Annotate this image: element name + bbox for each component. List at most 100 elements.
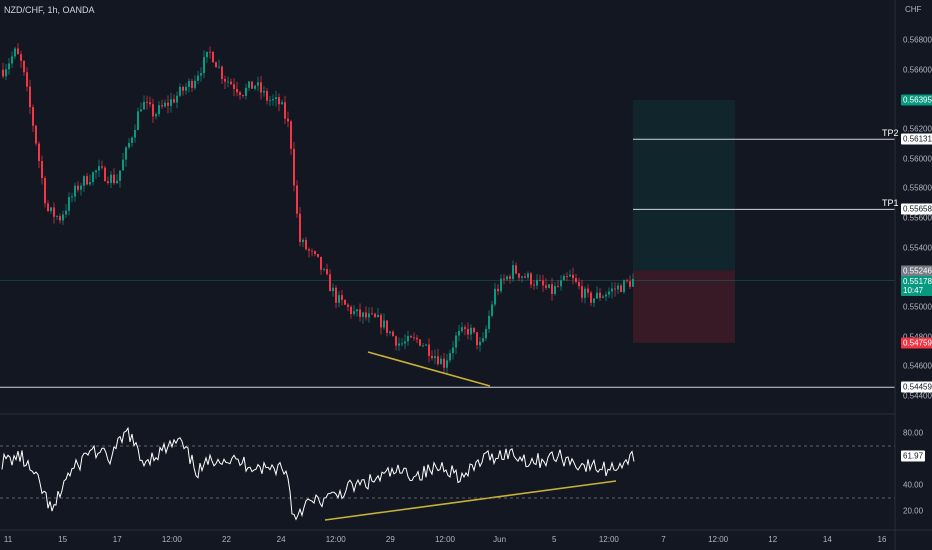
- candle-body: [128, 142, 130, 148]
- candle-body: [95, 170, 97, 173]
- price-tick-label: 0.56600: [903, 65, 932, 75]
- candle-body: [26, 72, 28, 87]
- candle-body: [311, 250, 313, 252]
- candle-body: [5, 69, 7, 77]
- candle-body: [557, 286, 559, 287]
- candle-body: [236, 88, 238, 93]
- rsi-trendline: [324, 480, 617, 521]
- candle-body: [29, 86, 31, 108]
- price-tick-label: 0.55000: [903, 302, 932, 312]
- candle-body: [437, 356, 439, 365]
- candle-body: [239, 92, 241, 96]
- candle-body: [197, 75, 199, 81]
- candle-body: [629, 281, 631, 287]
- candles: [2, 43, 634, 374]
- candle-body: [410, 336, 412, 338]
- candle-body: [395, 336, 397, 346]
- candle-body: [308, 249, 310, 251]
- candle-body: [170, 99, 172, 106]
- candle-body: [77, 185, 79, 190]
- candle-body: [581, 286, 583, 298]
- tp2-price-tag: 0.56131: [901, 133, 932, 145]
- candle-body: [503, 278, 505, 280]
- candle-body: [269, 100, 271, 102]
- candle-body: [407, 336, 409, 342]
- candle-body: [584, 288, 586, 298]
- candle-body: [479, 341, 481, 346]
- candle-body: [533, 284, 535, 286]
- price-tick-label: 0.54400: [903, 391, 932, 401]
- time-tick-label: 29: [385, 535, 395, 544]
- time-tick-label: 12: [768, 535, 778, 544]
- candle-body: [476, 332, 478, 346]
- candle-body: [362, 312, 364, 317]
- candle-body: [212, 51, 214, 63]
- candle-body: [185, 86, 187, 91]
- candle-body: [257, 82, 259, 86]
- candle-body: [344, 299, 346, 305]
- candle-body: [290, 121, 292, 149]
- candle-body: [431, 355, 433, 359]
- bar-countdown: 10:47: [903, 285, 924, 295]
- candle-body: [260, 82, 262, 93]
- stop-loss-zone: [633, 270, 735, 343]
- candle-body: [611, 288, 613, 292]
- candle-body: [554, 286, 556, 295]
- entry-price-tag: 0.55246: [901, 265, 932, 276]
- candle-body: [74, 185, 76, 197]
- candle-body: [632, 278, 634, 287]
- candle-body: [488, 315, 490, 329]
- candle-body: [398, 343, 400, 346]
- candle-body: [251, 81, 253, 89]
- candle-body: [146, 102, 148, 103]
- candle-body: [218, 66, 220, 68]
- candle-body: [302, 239, 304, 243]
- candle-body: [404, 341, 406, 344]
- candle-body: [98, 166, 100, 171]
- support-price-tag: 0.54459: [901, 381, 932, 393]
- candle-body: [200, 73, 202, 76]
- candle-body: [470, 327, 472, 335]
- candle-body: [548, 284, 550, 288]
- candle-body: [371, 313, 373, 315]
- candle-body: [428, 344, 430, 356]
- candle-body: [626, 280, 628, 282]
- candle-body: [149, 102, 151, 105]
- candle-body: [293, 148, 295, 186]
- candle-body: [164, 102, 166, 107]
- candle-body: [41, 160, 43, 178]
- candle-body: [38, 143, 40, 161]
- candle-body: [605, 294, 607, 297]
- currency-label: CHF: [905, 5, 922, 14]
- candle-body: [599, 292, 601, 298]
- candle-body: [461, 327, 463, 331]
- candle-body: [560, 280, 562, 287]
- candle-body: [350, 306, 352, 314]
- candle-body: [32, 107, 34, 126]
- candle-body: [617, 285, 619, 290]
- time-tick-label: 15: [58, 535, 68, 544]
- candle-body: [158, 105, 160, 115]
- candle-body: [467, 328, 469, 335]
- candle-body: [242, 95, 244, 96]
- candle-body: [248, 81, 250, 88]
- candle-body: [458, 330, 460, 336]
- candle-body: [23, 60, 25, 73]
- rsi-tick-label: 20.00: [903, 506, 924, 516]
- candle-body: [542, 280, 544, 286]
- candle-body: [320, 256, 322, 270]
- time-tick-label: 17: [112, 535, 122, 544]
- candle-body: [539, 279, 541, 281]
- candle-body: [137, 111, 139, 131]
- candle-body: [323, 268, 325, 270]
- time-tick-label: 12:00: [598, 535, 619, 544]
- time-tick-label: 12:00: [434, 535, 456, 544]
- candle-body: [494, 288, 496, 305]
- candle-body: [86, 176, 88, 185]
- rsi-indicator: [0, 426, 895, 521]
- trendlines: [324, 351, 617, 521]
- candle-body: [419, 339, 421, 346]
- candle-body: [194, 80, 196, 88]
- candle-body: [161, 105, 163, 107]
